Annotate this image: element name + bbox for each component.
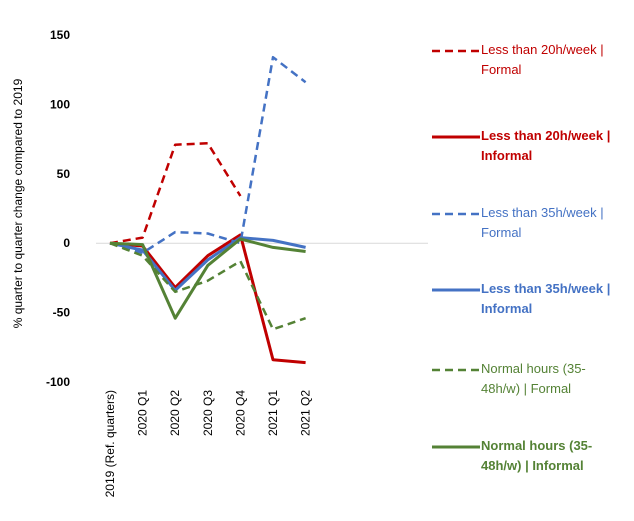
legend-swatch — [432, 135, 480, 139]
x-tick-label: 2019 (Ref. quarters) — [103, 390, 117, 497]
legend-label: Less than 20h/week | Informal — [481, 126, 631, 166]
x-tick-label: 2020 Q4 — [233, 390, 247, 436]
legend-label: Normal hours (35- 48h/w) | Formal — [481, 359, 631, 399]
series-line-6 — [109, 237, 306, 320]
y-axis-title: % quarter to quarter change compared to … — [11, 78, 25, 328]
legend-label-line: Formal — [481, 62, 522, 77]
x-tick-label: 2020 Q2 — [168, 390, 182, 436]
y-tick-label: 0 — [63, 236, 70, 250]
legend-label-line: Less than 35h/week | — [481, 205, 604, 220]
legend-label: Less than 20h/week | Formal — [481, 40, 631, 80]
x-tick-label: 2021 Q1 — [266, 390, 280, 436]
axes: -100 -50 0 50 100 150 % quarter to quarter cha… — [11, 28, 428, 497]
legend-swatch — [432, 445, 480, 449]
y-tick-label: 100 — [50, 97, 70, 111]
legend-swatch — [432, 49, 480, 53]
legend-label-line: 48h/w) | Informal — [481, 458, 584, 473]
legend-label-line: Less than 35h/week | — [481, 281, 611, 296]
y-tick-label: 150 — [50, 28, 70, 42]
legend-swatch — [432, 368, 480, 372]
series-line-4 — [109, 236, 306, 292]
legend-label: Less than 35h/week | Formal — [481, 203, 631, 243]
legend-label-line: Less than 20h/week | — [481, 42, 604, 57]
legend-swatch — [432, 212, 480, 216]
x-tick-label: 2020 Q1 — [136, 390, 150, 436]
legend-label-line: Less than 20h/week | — [481, 128, 611, 143]
legend-label-line: Informal — [481, 301, 533, 316]
y-tick-label: 50 — [57, 167, 71, 181]
y-tick-label: -100 — [46, 375, 70, 389]
series-line-3 — [109, 55, 307, 255]
legend-label: Normal hours (35- 48h/w) | Informal — [481, 436, 631, 476]
series-line-5 — [109, 242, 307, 331]
legend-label-line: Normal hours (35- — [481, 361, 586, 376]
x-tick-label: 2021 Q2 — [299, 390, 313, 436]
legend-label-line: Normal hours (35- — [481, 438, 593, 453]
x-tick-label: 2020 Q3 — [201, 390, 215, 436]
series-lines — [109, 55, 307, 365]
legend-label-line: 48h/w) | Formal — [481, 381, 572, 396]
y-tick-label: -50 — [53, 306, 71, 320]
legend-label: Less than 35h/week | Informal — [481, 279, 631, 319]
legend-swatch — [432, 288, 480, 292]
series-line-1 — [109, 142, 242, 245]
legend-label-line: Formal — [481, 225, 522, 240]
legend-label-line: Informal — [481, 148, 533, 163]
